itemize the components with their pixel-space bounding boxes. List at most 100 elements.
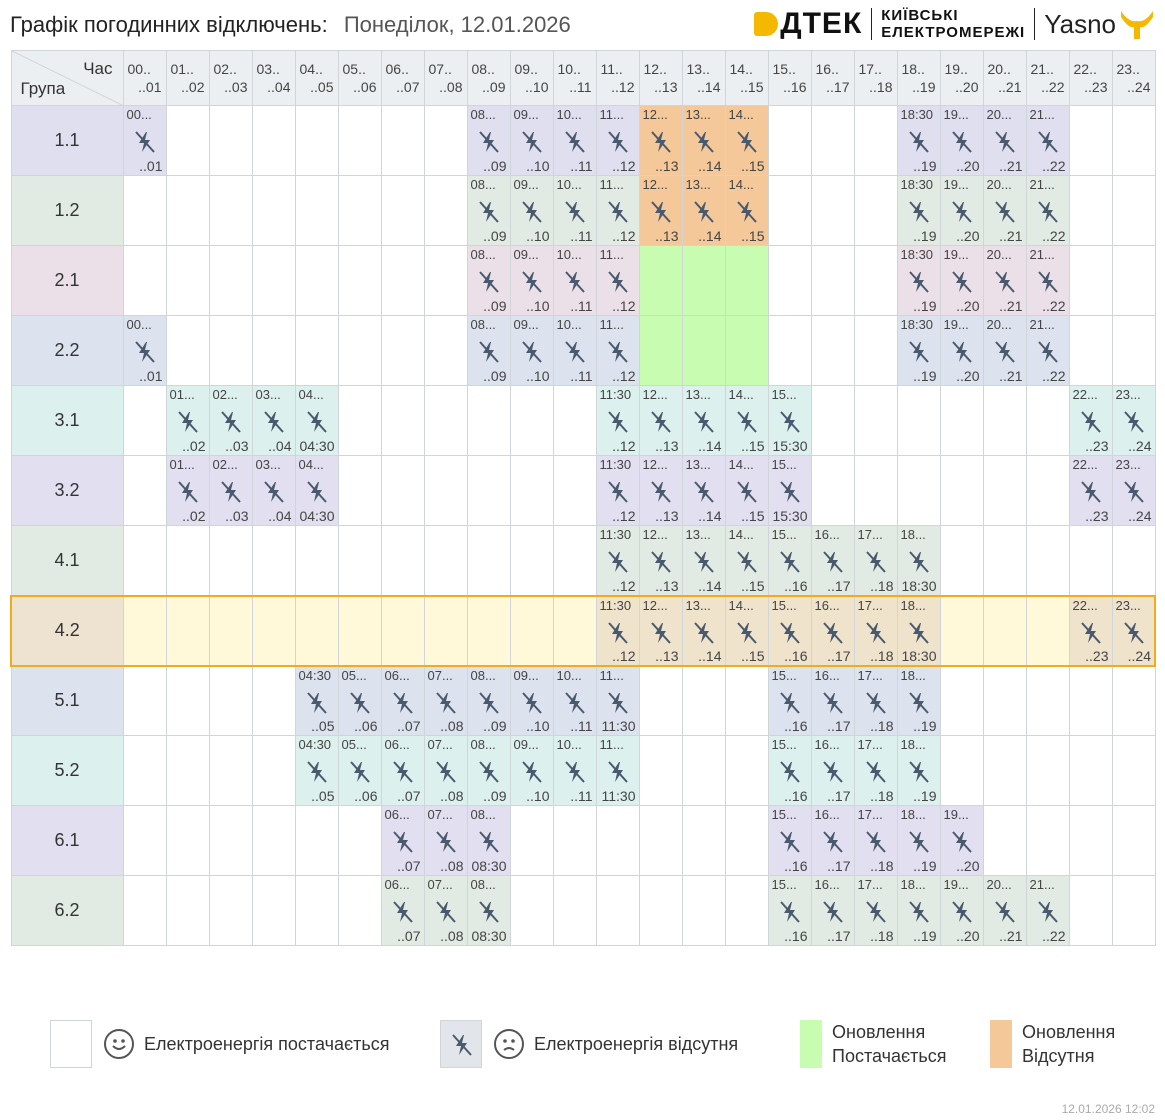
cell-start-time: 11... (599, 667, 624, 683)
no-power-icon (564, 691, 585, 714)
cell-end-time: ..14 (698, 158, 722, 174)
cell-power-on (337, 805, 382, 876)
cell-start-time: 16... (814, 737, 840, 752)
cell-start-time: 02... (212, 387, 238, 402)
cell-end-time: 11:30 (601, 788, 636, 804)
cell-end-time: ..18 (870, 928, 894, 944)
cell-power-on (982, 455, 1027, 526)
groups-body: 1.1 00... ..01 08... ..09 09... ..10 10... ..11 1… (10, 105, 1156, 946)
cell-power-on (122, 594, 167, 667)
cell-start-time: 08... (470, 737, 496, 752)
cell-power-on (552, 805, 597, 876)
cell-power-on (1025, 735, 1070, 806)
cell-power-on (767, 245, 812, 316)
cell-power-off: 20... ..21 (982, 315, 1027, 386)
cell-start-time: 17... (857, 737, 883, 752)
cell-end-time: ..12 (612, 577, 636, 594)
no-power-icon (908, 201, 929, 223)
cell-start-time: 22... (1072, 597, 1098, 613)
legend-power-off-label: Електроенергія відсутня (534, 1033, 739, 1054)
hour-start-label: 22.. (1073, 61, 1097, 77)
no-power-icon (779, 411, 800, 433)
cell-power-on (423, 315, 468, 386)
hour-header-20: 20.. ..21 (982, 50, 1027, 106)
dtek-mark-icon (754, 12, 779, 36)
no-power-icon (1037, 271, 1058, 293)
cell-end-time: ..16 (784, 858, 808, 874)
no-power-icon (607, 481, 628, 503)
cell-update-on (681, 245, 726, 316)
cell-update-off: 14... ..15 (724, 175, 769, 246)
cell-power-on (337, 245, 382, 316)
cell-power-off: 15... ..16 (767, 525, 812, 596)
cell-start-time: 18... (900, 807, 926, 822)
cell-start-time: 04:30 (298, 737, 332, 752)
cell-power-on (165, 525, 210, 596)
cell-power-on (294, 525, 339, 596)
hour-start-label: 03.. (256, 61, 280, 77)
cell-end-time: ..17 (827, 577, 851, 594)
hour-header-11: 11.. ..12 (595, 50, 640, 106)
cell-start-time: 12... (642, 457, 668, 472)
cell-power-off: 15... ..16 (767, 594, 812, 667)
cell-end-time: ..16 (784, 718, 808, 734)
cell-power-on (208, 875, 253, 946)
cell-power-on (122, 525, 167, 596)
cell-start-time: 04... (298, 387, 324, 402)
no-power-icon (779, 481, 800, 503)
cell-start-time: 16... (814, 527, 840, 542)
hour-header-0: 00.. ..01 (122, 50, 167, 106)
hours-header-row: Час Група 00.. ..01 01.. ..02 02.. ..03 03....… (10, 50, 1156, 106)
cell-power-on (1025, 805, 1070, 876)
cell-power-on (380, 385, 425, 456)
cell-start-time: 17... (857, 527, 883, 542)
cell-power-on (767, 175, 812, 246)
cell-power-off: 16... ..17 (810, 594, 855, 667)
no-power-icon (134, 131, 155, 153)
cell-start-time: 03... (255, 387, 281, 402)
group-row-2-2: 2.2 00... ..01 08... ..09 09... ..10 10... ..11 1… (10, 315, 1156, 386)
cell-power-on (1111, 105, 1156, 176)
cell-end-time: ..19 (913, 158, 937, 174)
cell-power-off: 17... ..18 (853, 875, 898, 946)
cell-power-off: 16... ..17 (810, 665, 855, 736)
group-row-5-1: 5.1 04:30 ..05 05... ..06 06... ..07 07... ..08 0… (10, 665, 1156, 736)
cell-power-on (251, 245, 296, 316)
cell-end-time: ..12 (612, 368, 636, 384)
cell-end-time: ..11 (570, 788, 593, 804)
cell-start-time: 21... (1029, 877, 1055, 892)
cell-power-on (939, 385, 984, 456)
no-power-icon (564, 131, 585, 153)
group-row-3-1: 3.1 01... ..02 02... ..03 03... ..04 04... 04:30… (10, 385, 1156, 456)
cell-power-off: 13... ..14 (681, 594, 726, 667)
no-power-icon (908, 271, 929, 293)
cell-power-off: 18:30 ..19 (896, 245, 941, 316)
cell-power-on (337, 875, 382, 946)
cell-start-time: 07... (427, 877, 453, 892)
cell-end-time: ..05 (311, 788, 335, 804)
hour-header-9: 09.. ..10 (509, 50, 554, 106)
no-power-icon (865, 691, 886, 714)
cell-power-off: 17... ..18 (853, 665, 898, 736)
hour-header-22: 22.. ..23 (1068, 50, 1113, 106)
hour-start-label: 08.. (471, 61, 495, 77)
cell-start-time: 13... (685, 597, 711, 613)
cell-start-time: 12... (642, 597, 668, 613)
cell-start-time: 13... (685, 107, 711, 122)
cell-update-off: 14... ..15 (724, 105, 769, 176)
cell-start-time: 08... (470, 107, 496, 122)
cell-power-on (1111, 665, 1156, 736)
no-power-icon (263, 481, 284, 503)
cell-power-off: 12... ..13 (638, 385, 683, 456)
cell-start-time: 05... (341, 667, 367, 683)
cell-end-time: ..10 (526, 228, 550, 244)
cell-end-time: ..19 (913, 368, 937, 384)
cell-power-off: 11:30 ..12 (595, 385, 640, 456)
no-power-icon (564, 201, 585, 223)
cell-start-time: 15... (771, 667, 797, 683)
cell-start-time: 06... (384, 667, 410, 683)
cell-start-time: 18... (900, 597, 926, 613)
cell-start-time: 19... (943, 807, 969, 822)
cell-end-time: ..21 (999, 298, 1023, 314)
cell-end-time: ..10 (526, 298, 550, 314)
